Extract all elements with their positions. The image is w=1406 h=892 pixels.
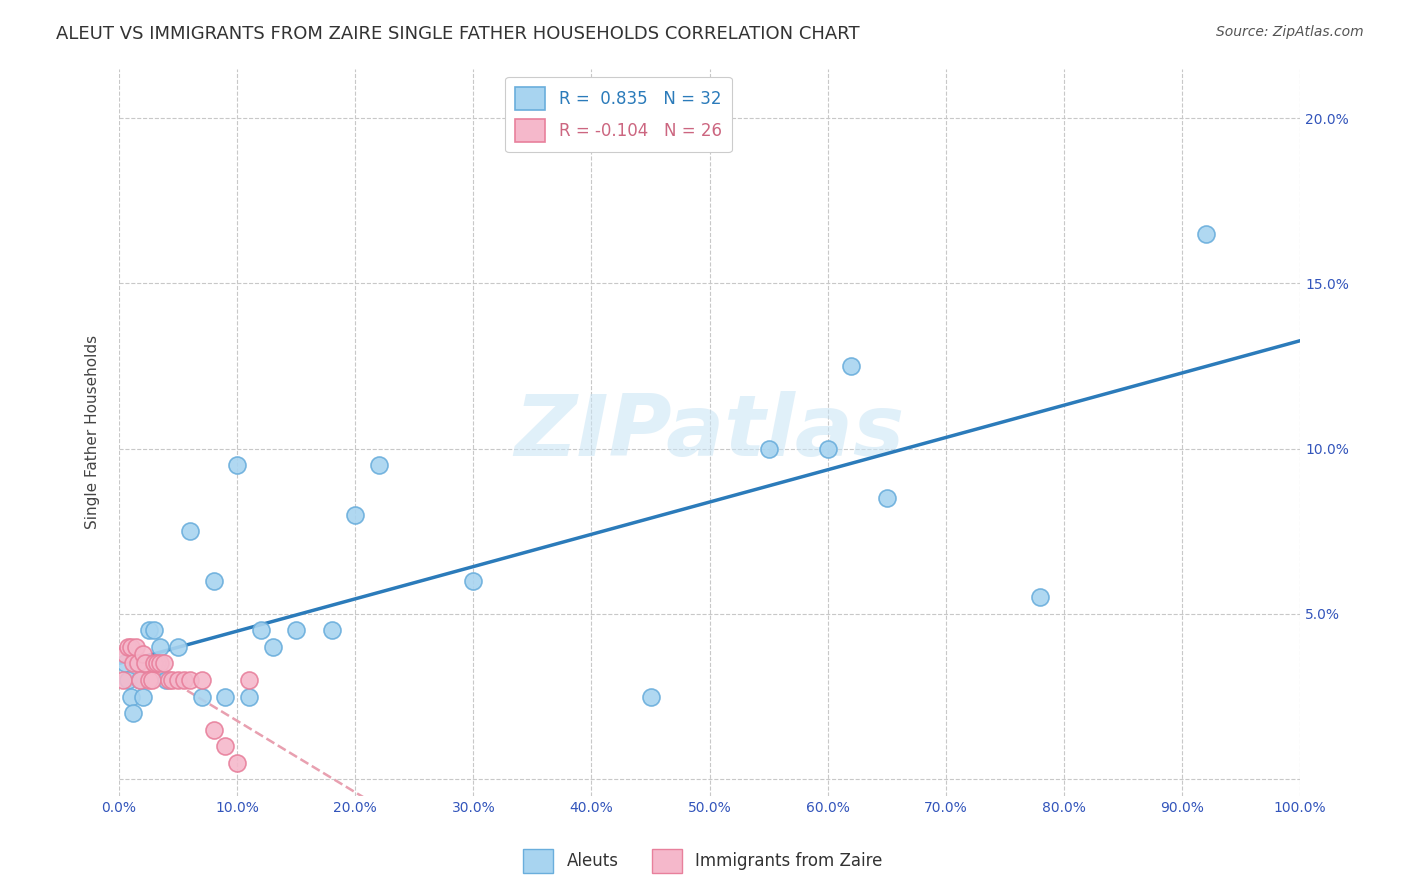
Point (214, 690, 236, 704)
Point (249, 624, 271, 638)
Point (167, 673, 190, 687)
Point (138, 624, 160, 638)
Legend: Aleuts, Immigrants from Zaire: Aleuts, Immigrants from Zaire (516, 842, 890, 880)
Point (117, 673, 139, 687)
Point (114, 647, 136, 661)
Point (190, 673, 212, 687)
Point (238, 673, 260, 687)
Point (640, 690, 662, 704)
Point (131, 690, 153, 704)
Point (214, 739, 236, 753)
Point (143, 624, 166, 638)
Point (190, 690, 212, 704)
Text: Source: ZipAtlas.com: Source: ZipAtlas.com (1216, 25, 1364, 39)
Point (202, 723, 225, 737)
Point (149, 640, 172, 654)
Point (114, 657, 136, 671)
Point (344, 508, 367, 522)
Point (146, 657, 169, 671)
Legend: R =  0.835   N = 32, R = -0.104   N = 26: R = 0.835 N = 32, R = -0.104 N = 26 (505, 77, 731, 153)
Text: ALEUT VS IMMIGRANTS FROM ZAIRE SINGLE FATHER HOUSEHOLDS CORRELATION CHART: ALEUT VS IMMIGRANTS FROM ZAIRE SINGLE FA… (56, 25, 860, 43)
Point (839, 359, 862, 373)
Point (129, 673, 152, 687)
Point (120, 690, 142, 704)
Point (127, 657, 149, 671)
Point (179, 673, 201, 687)
Point (202, 574, 225, 588)
Point (179, 524, 201, 539)
Point (285, 624, 308, 638)
Point (138, 673, 160, 687)
Point (238, 690, 260, 704)
Point (155, 673, 177, 687)
Point (149, 657, 172, 671)
Point (321, 624, 343, 638)
Point (111, 673, 134, 687)
Point (876, 491, 898, 506)
Point (134, 657, 156, 671)
Point (367, 458, 389, 472)
Point (758, 442, 780, 456)
Point (125, 657, 148, 671)
Point (153, 657, 176, 671)
Point (1194, 227, 1216, 241)
Y-axis label: Single Father Households: Single Father Households (86, 335, 100, 529)
Point (141, 673, 163, 687)
Point (226, 756, 249, 770)
Point (167, 640, 190, 654)
Point (1029, 591, 1052, 605)
Point (117, 640, 139, 654)
Point (122, 657, 145, 671)
Point (463, 574, 485, 588)
Point (262, 640, 284, 654)
Point (120, 640, 142, 654)
Point (173, 673, 195, 687)
Point (124, 640, 146, 654)
Point (122, 706, 145, 720)
Point (157, 673, 180, 687)
Point (226, 458, 249, 472)
Point (817, 442, 839, 456)
Point (129, 673, 152, 687)
Point (160, 673, 183, 687)
Point (143, 657, 166, 671)
Text: ZIPatlas: ZIPatlas (515, 391, 904, 474)
Point (131, 647, 153, 661)
